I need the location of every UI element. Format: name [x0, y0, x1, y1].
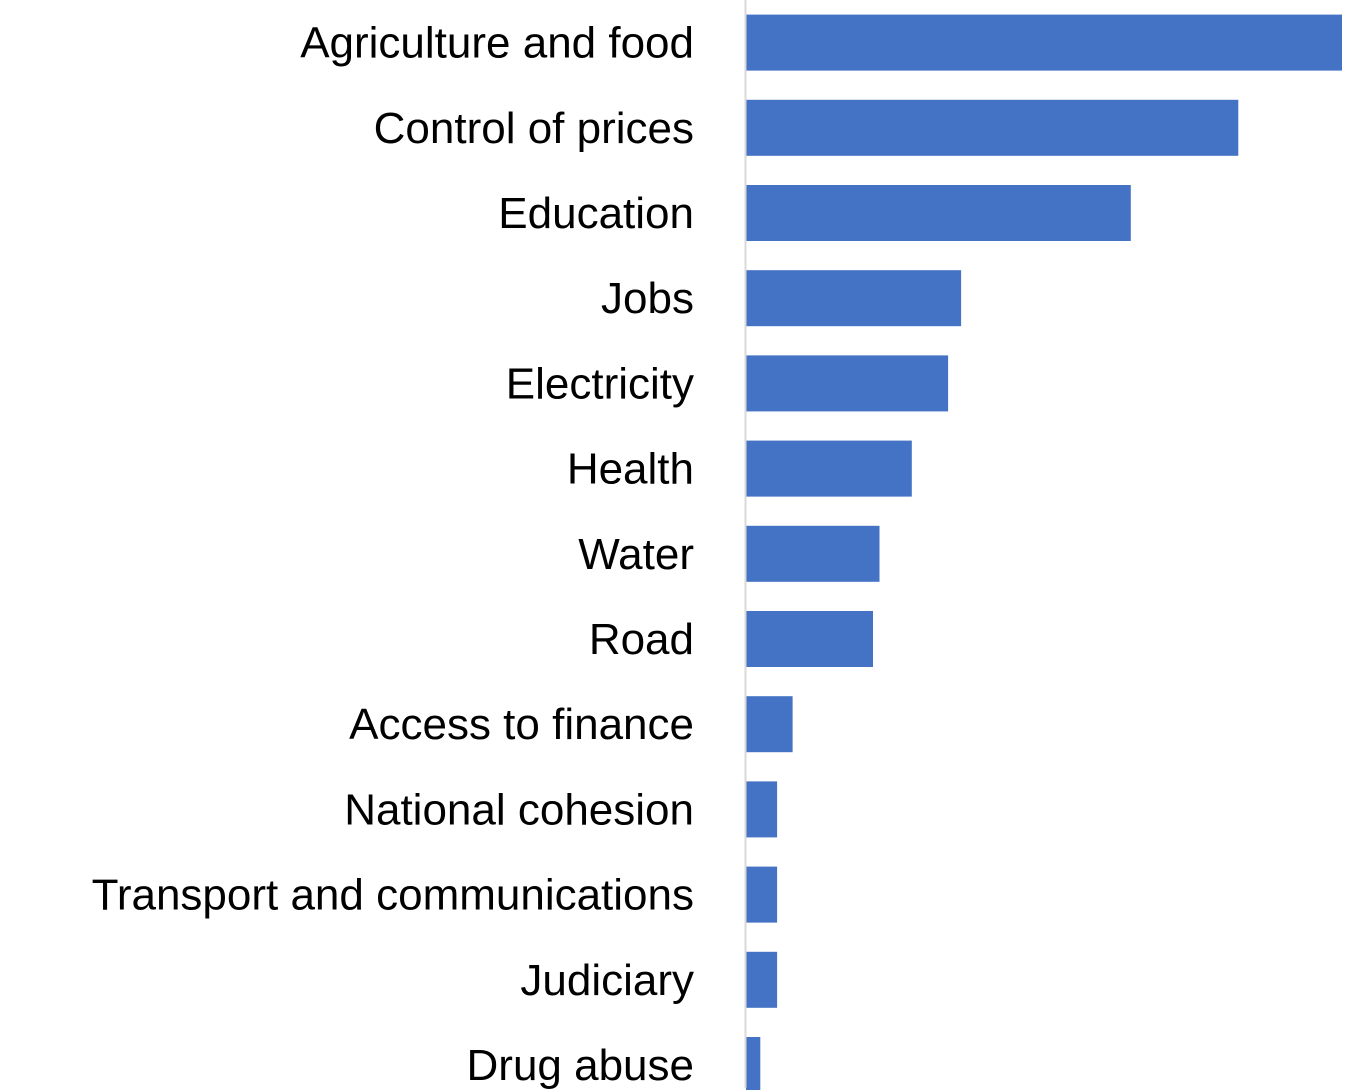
category-label: Access to finance — [349, 700, 694, 749]
bar-health — [746, 440, 912, 497]
category-label: Education — [498, 189, 694, 238]
category-label: Electricity — [506, 359, 694, 408]
category-label: Road — [589, 615, 694, 664]
category-label: Drug abuse — [467, 1041, 694, 1090]
category-label: Jobs — [601, 274, 694, 323]
bar-judiciary — [746, 951, 778, 1008]
category-label: Water — [578, 530, 694, 579]
bar-national-cohesion — [746, 781, 778, 838]
bar-agriculture-and-food — [746, 14, 1342, 71]
bar-water — [746, 525, 880, 582]
category-label: National cohesion — [344, 785, 694, 834]
bar-drug-abuse — [746, 1037, 761, 1090]
category-label: Judiciary — [520, 956, 694, 1005]
bar-road — [746, 611, 873, 667]
category-label: Control of prices — [374, 104, 694, 153]
category-label: Health — [567, 445, 694, 494]
bars-layer — [746, 14, 1342, 1090]
bar-transport-and-communications — [746, 866, 778, 923]
bar-jobs — [746, 270, 962, 327]
bar-access-to-finance — [746, 696, 793, 753]
bar-electricity — [746, 355, 949, 412]
bar-control-of-prices — [746, 99, 1239, 156]
category-labels: Agriculture and food Control of prices Edu… — [92, 19, 694, 1090]
bar-education — [746, 185, 1131, 241]
category-label: Transport and communications — [92, 871, 694, 920]
category-label: Agriculture and food — [300, 19, 694, 68]
